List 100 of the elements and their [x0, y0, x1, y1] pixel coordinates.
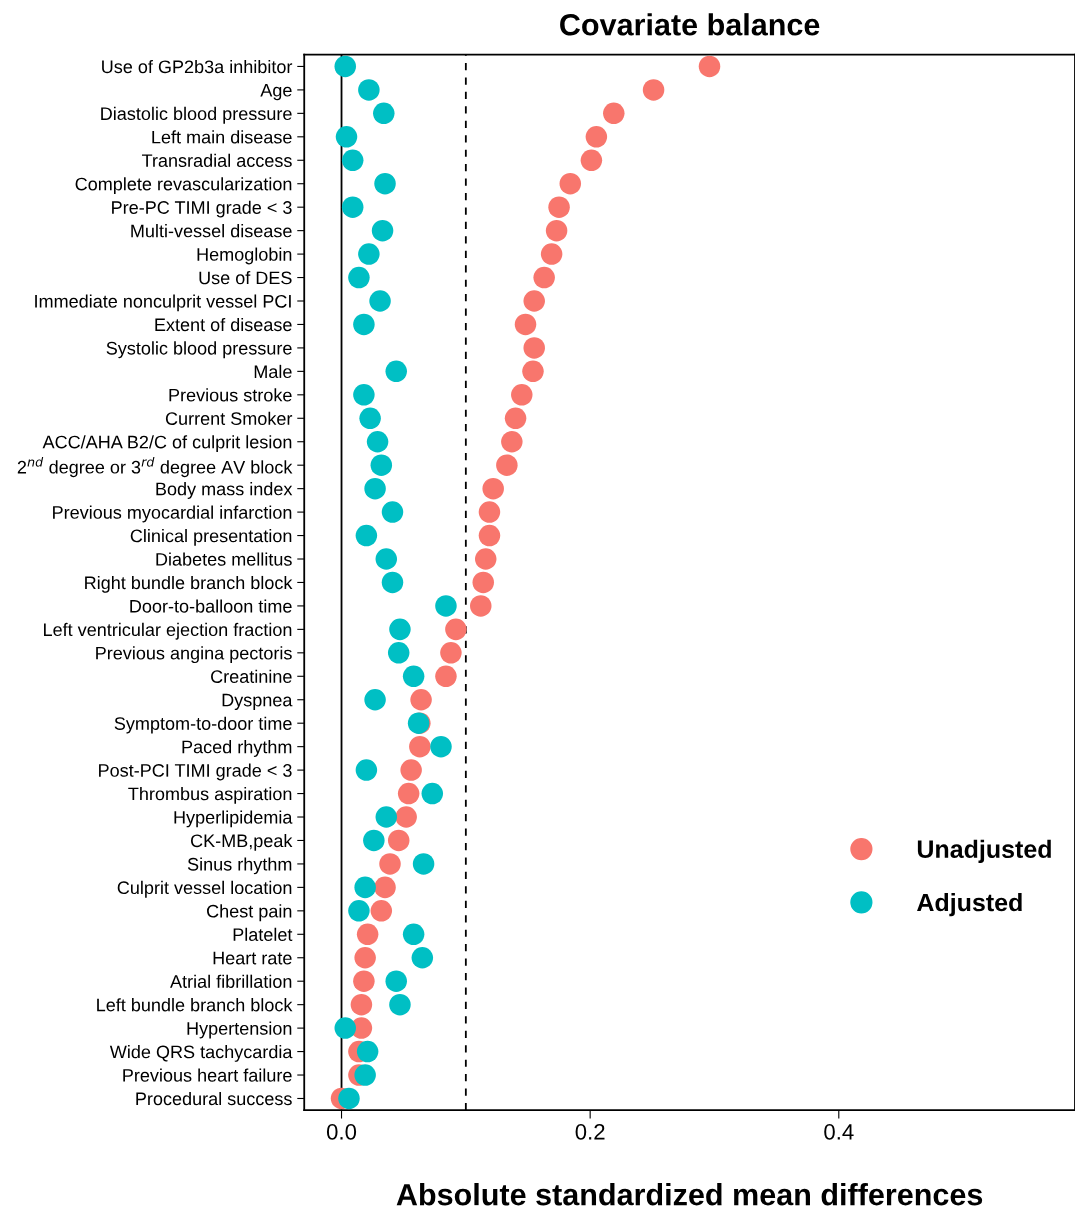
point	[474, 548, 497, 570]
point	[411, 946, 434, 969]
y-tick-label: Use of DES	[199, 271, 292, 285]
point	[514, 313, 537, 336]
y-tick-label: Diastolic blood pressure	[101, 106, 292, 124]
point	[341, 149, 364, 172]
point	[379, 853, 401, 875]
y-tick-label: Procedural success	[136, 1091, 292, 1106]
point	[356, 923, 379, 946]
point	[375, 548, 398, 570]
point	[358, 79, 380, 101]
point	[440, 642, 462, 664]
y-tick-label: Thrombus aspiration	[128, 787, 292, 804]
point	[545, 219, 568, 242]
point	[355, 759, 378, 781]
point	[387, 642, 410, 664]
point	[421, 782, 444, 805]
point	[585, 126, 608, 148]
y-tick-label: Heart rate	[213, 951, 292, 965]
point	[374, 172, 396, 195]
y-tick-label: Current Smoker	[165, 411, 293, 425]
point	[341, 196, 364, 218]
point	[402, 665, 425, 688]
point	[366, 430, 389, 453]
point	[580, 149, 603, 172]
chart-title: Covariate balance	[560, 13, 820, 36]
point	[353, 970, 375, 992]
legend-label: Unadjusted	[917, 839, 1051, 863]
y-tick-label: Hemoglobin	[197, 247, 292, 265]
y-tick-label: Clinical presentation	[130, 529, 292, 546]
y-tick-label: Previous myocardial infarction	[53, 505, 292, 523]
point	[478, 524, 501, 547]
y-tick-label: Creatinine	[211, 669, 292, 684]
point	[350, 993, 373, 1016]
point	[375, 806, 398, 828]
point	[522, 360, 544, 383]
y-tick-label: Left bundle branch block	[97, 998, 293, 1012]
point	[338, 1087, 360, 1110]
point	[369, 290, 391, 312]
point	[435, 665, 457, 688]
y-tick-label: Extent of disease	[155, 317, 292, 332]
y-tick-label: Atrial fibrillation	[170, 974, 292, 988]
y-tick-label: Transradial access	[141, 153, 292, 167]
y-tick-label: Body mass index	[156, 482, 293, 499]
y-tick-label: Door-to-balloon time	[130, 599, 292, 613]
point	[373, 102, 395, 125]
point	[501, 430, 523, 453]
point	[364, 477, 386, 500]
point	[389, 993, 411, 1016]
y-tick-label: Diabetes mellitus	[156, 552, 292, 566]
point	[356, 1040, 379, 1063]
point	[354, 876, 376, 899]
y-tick-label: Platelet	[233, 927, 293, 942]
x-axis-title: Absolute standardized mean differences	[396, 1183, 983, 1206]
y-tick-label: Post-PCI TIMI grade < 3	[99, 763, 292, 781]
y-tick-label: Complete revascularization	[75, 177, 292, 195]
point	[445, 618, 467, 641]
y-tick-label: 2$^{nd}$ degree or 3$^{rd}$ degree AV block	[17, 456, 293, 478]
point	[364, 688, 386, 711]
y-tick-label: Wide QRS tachycardia	[109, 1045, 293, 1062]
point	[402, 923, 425, 946]
point	[354, 1064, 376, 1086]
point	[374, 876, 396, 899]
y-tick-label: Immediate nonculprit vessel PCI	[35, 294, 291, 312]
point	[430, 735, 452, 758]
y-tick-label: Previous angina pectoris	[96, 646, 292, 664]
y-tick-label: Symptom-to-door time	[114, 716, 292, 734]
point	[409, 735, 431, 758]
x-tick-label: 0.4	[824, 1123, 854, 1140]
point	[381, 501, 404, 523]
y-tick-label: Hyperlipidemia	[174, 810, 293, 828]
y-tick-label: Dyspnea	[222, 693, 293, 711]
point	[370, 454, 393, 476]
point	[698, 55, 721, 78]
point	[355, 524, 378, 547]
y-tick-label: Left ventricular ejection fraction	[44, 622, 292, 640]
point	[540, 243, 563, 265]
point	[348, 266, 370, 289]
y-tick-label: Sinus rhythm	[187, 857, 292, 875]
y-tick-label: Paced rhythm	[182, 740, 292, 757]
point	[470, 595, 492, 617]
y-tick-label: Chest pain	[207, 904, 292, 922]
point	[385, 360, 407, 383]
point	[334, 55, 357, 78]
point	[504, 407, 527, 430]
y-tick-label: Hypertension	[187, 1021, 292, 1039]
point	[548, 196, 570, 218]
y-tick-label: Previous stroke	[169, 388, 292, 402]
y-tick-label: ACC/AHA B2/C of culprit lesion	[42, 435, 292, 453]
point	[354, 946, 376, 969]
point	[385, 970, 407, 992]
point	[496, 454, 518, 476]
y-tick-label: Pre-PC TIMI grade < 3	[112, 200, 292, 218]
y-tick-label: Systolic blood pressure	[106, 341, 292, 359]
point	[371, 219, 394, 242]
y-tick-label: Previous heart failure	[123, 1068, 292, 1082]
point	[642, 79, 665, 101]
y-tick-label: Culprit vessel location	[117, 880, 292, 898]
point	[533, 266, 555, 289]
y-tick-label: Male	[254, 364, 292, 379]
